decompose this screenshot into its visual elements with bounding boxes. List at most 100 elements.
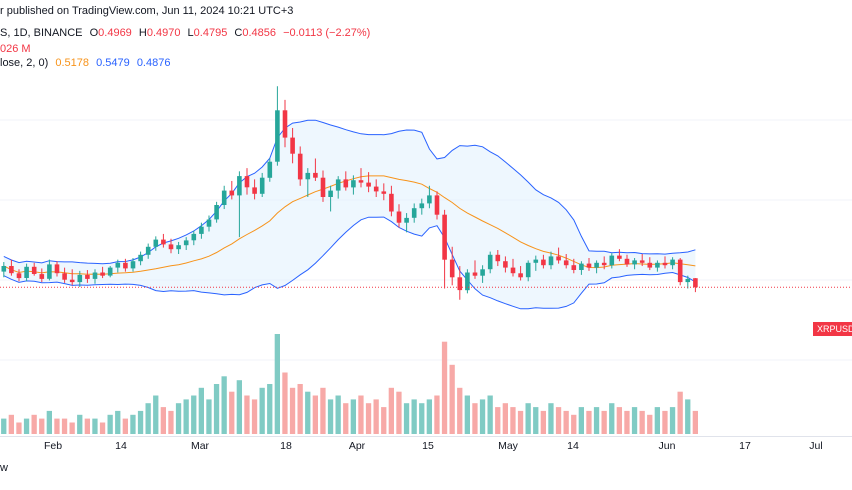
volume-bar [153,395,159,434]
candle-body [39,274,45,279]
candle-body [442,214,447,260]
low-label: L [187,27,194,39]
candle [685,275,691,289]
candle-body [16,273,22,279]
indicator-text: lose, 2, 0) [0,57,49,69]
candle [282,99,288,148]
indicator-lower-value: 0.4876 [136,57,171,69]
candle [153,236,159,251]
x-tick-label: 17 [739,440,751,452]
candle [305,168,311,198]
x-tick-label: 18 [280,440,292,452]
volume-bar [305,391,311,434]
candle [168,238,174,254]
candle-body [161,239,166,245]
candle-body [632,260,637,265]
volume-bar [130,414,136,434]
volume-bar [525,403,531,434]
candle-body [541,259,546,266]
volume-bar [563,410,569,434]
volume-bar [373,399,379,434]
candle-body [472,272,478,276]
candle-body [1,266,7,272]
volume-bar [586,410,592,434]
candle-body [503,261,508,268]
volume-bar [388,387,394,434]
x-tick-label: Apr [348,440,366,452]
candle [404,213,409,233]
x-tick-label: 14 [115,440,127,452]
candle [624,254,630,267]
bollinger-lower-line [3,216,696,310]
candle [77,270,83,287]
volume-bar [259,387,265,434]
volume-bar [320,387,326,434]
candle-body [69,279,75,283]
volume-bar [381,407,387,434]
candle-body [533,259,539,263]
volume-bar [677,391,683,434]
volume-bar [419,403,425,434]
candle-body [373,186,379,192]
candle [541,254,546,269]
bollinger-band-fill [3,120,696,309]
candle-body [123,262,128,269]
volume-bar [183,399,189,434]
candle [1,262,7,278]
volume-bar [692,410,698,434]
candle [609,253,615,269]
volume-bar [624,410,630,434]
candle-body [639,260,645,263]
candle-body [62,273,67,280]
candle [381,183,387,201]
volume-bar [145,403,151,434]
candle [259,172,265,198]
volume-bar [23,418,30,434]
candle [662,256,668,269]
x-tick-label: 14 [567,440,579,452]
volume-bar [685,399,691,434]
volume-bar [115,410,121,434]
candle [389,185,394,217]
candle [617,249,622,262]
candle [161,233,166,248]
candle-body [320,177,326,197]
volume-bar [396,391,402,434]
candle [24,263,29,282]
volume-bar [282,372,288,434]
volume-bar [601,410,607,434]
candle [556,247,561,264]
volume-bar [457,387,463,434]
candle-body [115,262,121,268]
volume-bar [540,410,546,434]
candle-body [480,269,485,276]
volume-bar [616,407,622,434]
candle [480,265,485,283]
volume-bar [46,410,52,434]
volume-bar [274,334,280,434]
volume-bar [191,395,197,434]
volume-bar [479,399,486,434]
volume-bar [206,399,212,434]
candle [54,261,60,277]
candle [244,168,250,195]
candle [419,198,425,215]
candle-body [677,259,683,283]
candle-body [145,246,151,255]
candle-body [191,233,197,241]
volume-bar [251,399,258,434]
candle-body [594,262,599,268]
volume-bar [495,407,501,434]
volume-bar [99,422,106,434]
candle-body [47,264,52,279]
candle [62,267,67,283]
candle [123,258,128,272]
volume-bar [464,395,470,434]
candle-body [244,176,250,188]
x-tick-label: Feb [43,440,63,452]
indicator-upper-value: 0.5479 [96,57,130,69]
volume-bar [631,407,638,434]
candle [548,251,554,270]
